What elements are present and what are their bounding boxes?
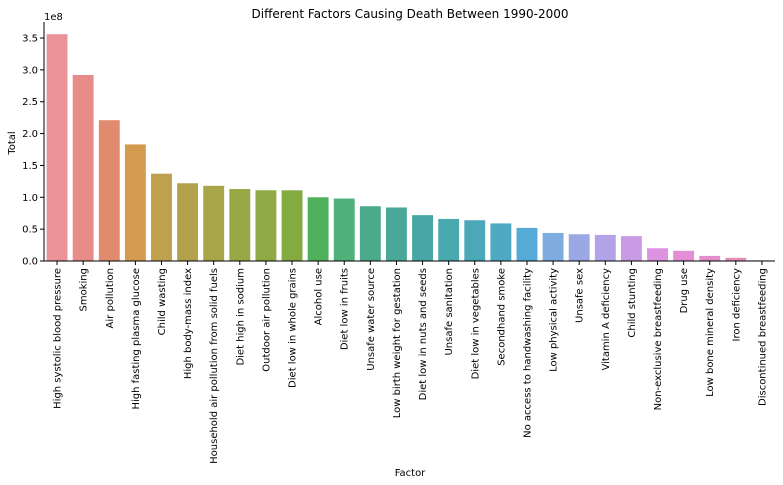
bar-18 <box>490 223 512 261</box>
bar-7 <box>203 185 225 261</box>
x-tick-label: Diet low in vegetables <box>470 268 481 379</box>
bar-6 <box>177 183 199 261</box>
bar-11 <box>307 197 329 261</box>
x-tick-label: Diet low in whole grains <box>288 268 299 388</box>
x-tick-label: Drug use <box>679 268 690 313</box>
x-tick-label: High fasting plasma glucose <box>131 268 142 410</box>
x-tick-label: Child stunting <box>627 268 638 338</box>
x-tick-label: Outdoor air pollution <box>261 268 272 372</box>
y-tick-label: 3.0 <box>22 65 38 76</box>
bar-21 <box>568 234 590 261</box>
bar-25 <box>673 250 695 261</box>
x-tick-label: Diet low in nuts and seeds <box>418 268 429 400</box>
x-tick-label: Air pollution <box>105 268 116 328</box>
bar-22 <box>594 234 616 261</box>
plot-area: 0.0 0.5 1.0 1.5 2.0 2.5 3.0 3.5 High systolic bl… <box>22 22 775 464</box>
bar-16 <box>438 218 460 261</box>
bar-24 <box>647 248 668 261</box>
x-tick-label: Alcohol use <box>314 268 325 325</box>
y-tick-label: 0.0 <box>22 257 38 268</box>
bar-2 <box>72 74 94 261</box>
x-tick-label: High body-mass index <box>183 268 194 379</box>
bar-3 <box>98 120 120 261</box>
y-tick-label: 3.5 <box>22 34 38 45</box>
y-tick-label: 1.0 <box>22 193 38 204</box>
y-multiplier-label: 1e8 <box>44 12 63 23</box>
x-tick-label: Smoking <box>79 268 90 311</box>
x-tick-label: Secondhand smoke <box>496 268 507 366</box>
bar-4 <box>124 144 146 261</box>
bar-8 <box>229 189 251 261</box>
y-tick-label: 2.0 <box>22 129 38 140</box>
bar-1 <box>46 34 68 261</box>
bar-12 <box>333 198 355 261</box>
y-tick-label: 0.5 <box>22 225 38 236</box>
bar-5 <box>151 173 172 261</box>
bar-19 <box>516 227 538 261</box>
chart-title: Different Factors Causing Death Between … <box>252 7 569 21</box>
x-tick-label: Household air pollution from solid fuels <box>209 268 220 464</box>
x-tick-label: Child wasting <box>157 268 168 335</box>
x-tick-label: No access to handwashing facility <box>522 268 533 438</box>
bar-20 <box>542 232 564 261</box>
x-tick-label: High systolic blood pressure <box>53 268 64 409</box>
x-tick-label: Low bone mineral density <box>705 268 716 397</box>
x-tick-label: Iron deficiency <box>731 268 742 342</box>
x-tick-label: Diet high in sodium <box>235 268 246 366</box>
x-tick-label: Vitamin A deficiency <box>601 268 612 371</box>
bar-13 <box>359 206 381 261</box>
y-tick-label: 2.5 <box>22 97 38 108</box>
bar-17 <box>464 220 486 261</box>
x-tick-label: Unsafe sex <box>575 268 586 323</box>
x-axis-title: Factor <box>395 468 426 479</box>
x-tick-label: Unsafe water source <box>366 268 377 371</box>
x-tick-label: Low physical activity <box>549 268 560 372</box>
bar-27 <box>725 257 747 261</box>
x-tick-label: Non-exclusive breastfeeding <box>653 268 664 410</box>
x-tick-label: Unsafe sanitation <box>444 268 455 356</box>
bar-9 <box>255 190 277 261</box>
y-axis-title: Total <box>7 131 18 155</box>
bar-23 <box>620 236 642 261</box>
x-tick-label: Diet low in fruits <box>340 268 351 350</box>
x-tick-label: Discontinued breastfeeding <box>757 268 768 406</box>
y-tick-label: 1.5 <box>22 161 38 172</box>
bar-10 <box>281 190 303 261</box>
bar-14 <box>386 207 407 261</box>
bar-15 <box>412 215 433 261</box>
x-tick-label: Low birth weight for gestation <box>392 268 403 418</box>
bar-26 <box>699 255 721 261</box>
